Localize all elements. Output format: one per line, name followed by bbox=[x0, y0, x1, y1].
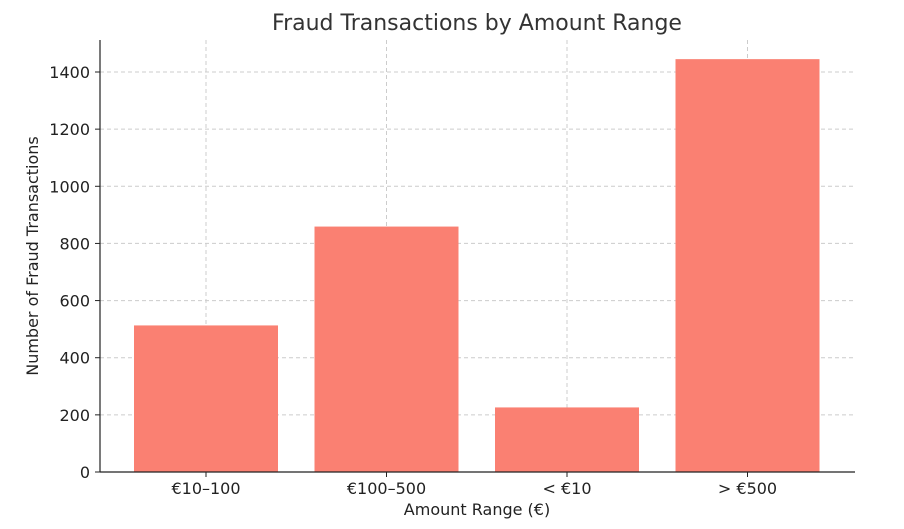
bar bbox=[134, 325, 278, 472]
y-tick-label: 1200 bbox=[49, 120, 90, 139]
y-tick-label: 1000 bbox=[49, 177, 90, 196]
y-tick-label: 600 bbox=[59, 292, 90, 311]
bar bbox=[675, 59, 820, 473]
y-tick-label: 1400 bbox=[49, 63, 90, 82]
axis-ticks: 0 200 400 600 800 1000 1200 1400 €10–100 €100–500… bbox=[49, 63, 777, 498]
bars bbox=[134, 59, 820, 473]
y-tick-label: 200 bbox=[59, 406, 90, 425]
x-tick-label: €10–100 bbox=[171, 479, 240, 498]
y-tick-label: 800 bbox=[59, 234, 90, 253]
y-axis-label: Number of Fraud Transactions bbox=[23, 136, 42, 376]
chart-title: Fraud Transactions by Amount Range bbox=[272, 11, 682, 36]
y-tick-label: 0 bbox=[80, 463, 90, 482]
y-tick-label: 400 bbox=[59, 349, 90, 368]
x-tick-label: €100–500 bbox=[347, 479, 426, 498]
bar bbox=[495, 407, 639, 472]
bar bbox=[314, 226, 459, 472]
x-tick-label: > €500 bbox=[718, 479, 777, 498]
x-tick-label: < €10 bbox=[542, 479, 591, 498]
x-axis-label: Amount Range (€) bbox=[404, 500, 550, 519]
